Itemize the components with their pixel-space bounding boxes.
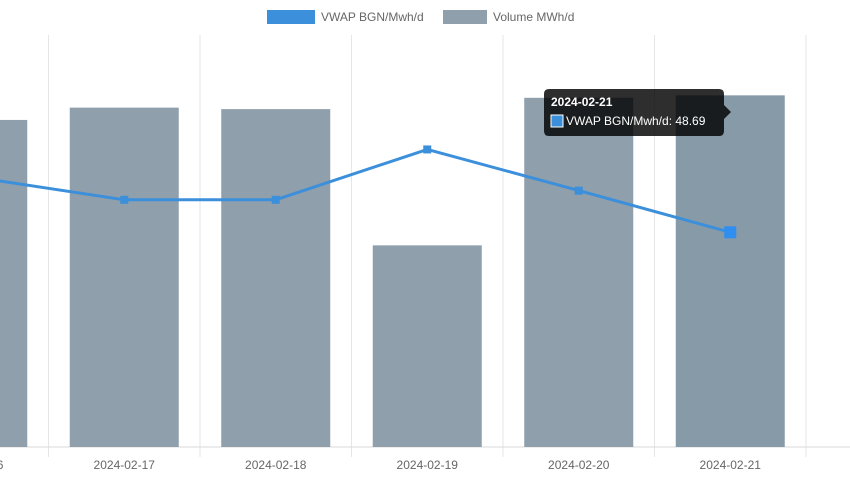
vwap-line xyxy=(0,147,731,234)
x-tick-label: 2024-02-17 xyxy=(94,458,156,472)
legend-label-vwap: VWAP BGN/Mwh/d xyxy=(321,10,424,24)
volume-bar[interactable] xyxy=(524,97,634,447)
x-tick-label: 2024-02-16 xyxy=(0,458,4,472)
x-tick-label: 2024-02-20 xyxy=(548,458,610,472)
vwap-point[interactable] xyxy=(271,195,280,204)
tooltip-box xyxy=(544,89,731,136)
vwap-point[interactable] xyxy=(423,145,432,154)
volume-bar[interactable] xyxy=(69,107,179,447)
vwap-point[interactable] xyxy=(724,226,737,239)
vwap-point[interactable] xyxy=(120,195,129,204)
x-tick-label: 2024-02-21 xyxy=(700,458,762,472)
x-axis: 2024-02-16 2024-02-17 2024-02-18 2024-02-19… xyxy=(0,458,761,472)
volume-bar[interactable] xyxy=(221,109,331,448)
tooltip-title: 2024-02-21 xyxy=(551,95,613,109)
legend-item-volume[interactable]: Volume MWh/d xyxy=(443,10,574,24)
chart-tooltip: 2024-02-21 VWAP BGN/Mwh/d: 48.69 xyxy=(544,89,731,136)
vwap-point[interactable] xyxy=(574,186,583,195)
volume-bars xyxy=(0,95,785,448)
legend-label-volume: Volume MWh/d xyxy=(493,10,574,24)
volume-bar[interactable] xyxy=(372,245,482,447)
x-tick-label: 2024-02-19 xyxy=(397,458,459,472)
legend-swatch-vwap xyxy=(267,10,315,24)
tooltip-label: VWAP BGN/Mwh/d: 48.69 xyxy=(566,114,706,128)
legend-item-vwap[interactable]: VWAP BGN/Mwh/d xyxy=(267,10,424,24)
volume-bar[interactable] xyxy=(675,95,785,447)
vwap-line-series xyxy=(0,145,737,239)
x-tick-label: 2024-02-18 xyxy=(245,458,307,472)
chart-legend: VWAP BGN/Mwh/d Volume MWh/d xyxy=(267,10,574,24)
volume-bar[interactable] xyxy=(0,119,28,448)
legend-swatch-volume xyxy=(443,10,487,24)
tooltip-color-swatch xyxy=(550,114,564,128)
